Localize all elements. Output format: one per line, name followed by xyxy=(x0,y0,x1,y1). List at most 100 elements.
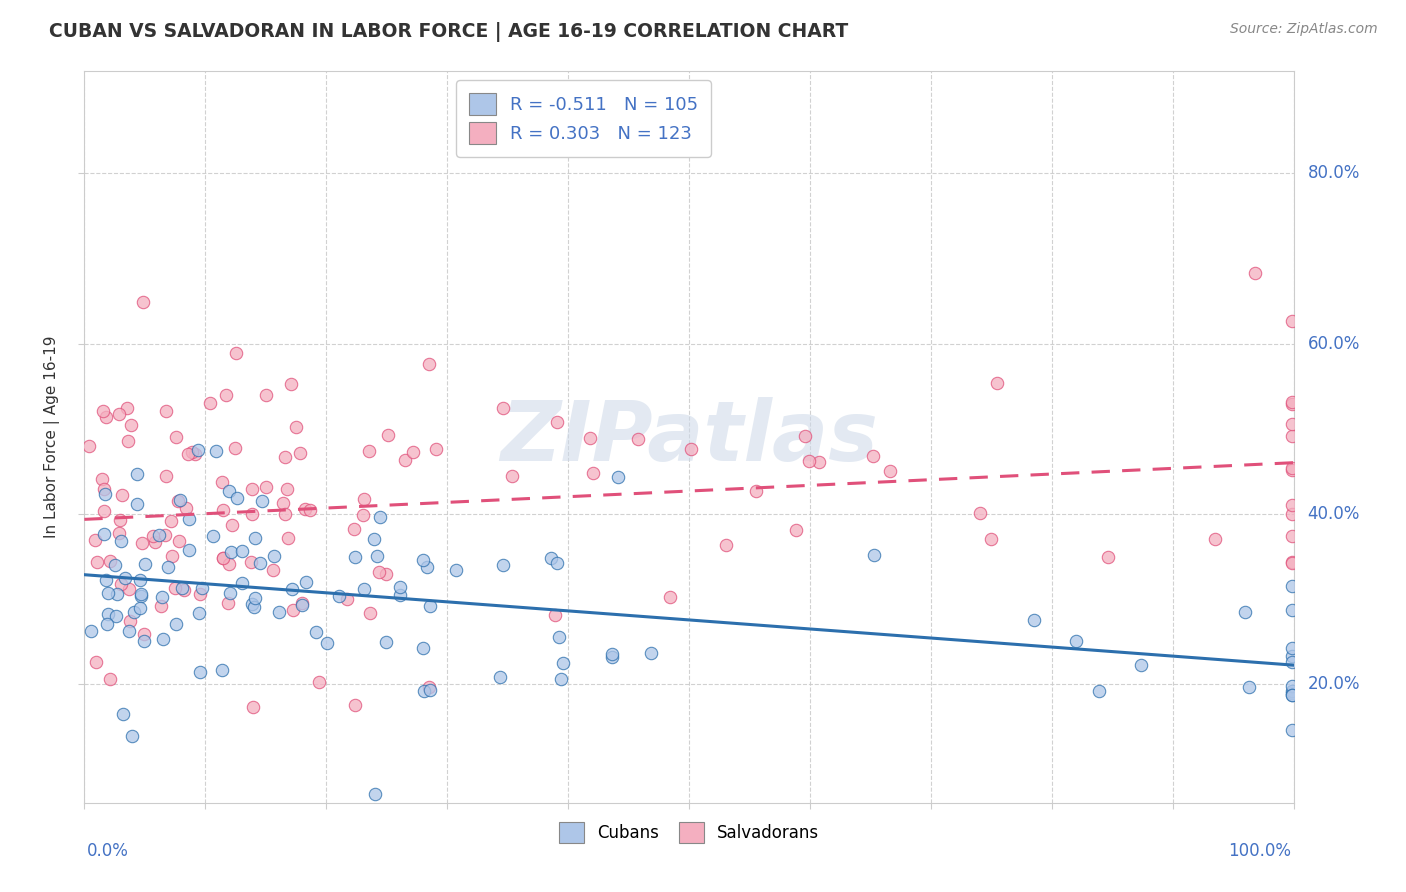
Point xyxy=(344,698,367,713)
Point xyxy=(863,548,886,562)
Point xyxy=(714,538,737,552)
Point xyxy=(316,635,339,649)
Point xyxy=(606,470,628,484)
Point xyxy=(281,582,304,596)
Point xyxy=(419,599,441,613)
Point xyxy=(187,442,209,457)
Point xyxy=(1281,397,1303,411)
Point xyxy=(1281,463,1303,477)
Point xyxy=(267,605,290,619)
Text: 40.0%: 40.0% xyxy=(1308,505,1360,523)
Point xyxy=(1281,507,1303,521)
Text: 100.0%: 100.0% xyxy=(1227,842,1291,860)
Point xyxy=(157,560,180,574)
Point xyxy=(218,557,240,571)
Point xyxy=(118,624,141,639)
Point xyxy=(679,442,702,456)
Point xyxy=(150,590,173,604)
Point xyxy=(143,534,166,549)
Point xyxy=(546,556,568,570)
Point xyxy=(1281,723,1303,737)
Point xyxy=(96,573,118,587)
Point xyxy=(160,549,183,563)
Point xyxy=(363,532,385,546)
Point xyxy=(276,482,298,496)
Point xyxy=(107,526,129,541)
Point xyxy=(243,591,266,605)
Point xyxy=(794,429,817,443)
Point xyxy=(224,441,246,455)
Point xyxy=(416,560,439,574)
Point xyxy=(128,574,150,588)
Point xyxy=(343,522,366,536)
Point xyxy=(121,418,143,433)
Point xyxy=(1024,613,1046,627)
Point xyxy=(94,487,117,501)
Point xyxy=(231,575,253,590)
Point xyxy=(219,544,242,558)
Point xyxy=(166,493,188,508)
Point xyxy=(108,513,131,527)
Point xyxy=(444,563,467,577)
Point xyxy=(90,472,112,486)
Point xyxy=(212,551,235,566)
Point xyxy=(105,587,128,601)
Point xyxy=(274,508,297,522)
Point xyxy=(132,295,155,310)
Point xyxy=(240,598,263,612)
Point xyxy=(1097,549,1119,564)
Point xyxy=(177,543,200,558)
Point xyxy=(243,600,266,615)
Point xyxy=(394,453,416,467)
Point xyxy=(152,632,174,646)
Point xyxy=(104,558,127,572)
Point xyxy=(262,563,284,577)
Point xyxy=(80,624,103,638)
Point xyxy=(808,455,831,469)
Point xyxy=(879,464,901,478)
Point xyxy=(221,517,243,532)
Point xyxy=(129,601,152,615)
Point xyxy=(84,655,107,669)
Point xyxy=(176,447,198,461)
Point xyxy=(298,503,321,517)
Point xyxy=(1244,266,1267,280)
Point xyxy=(155,528,177,542)
Point xyxy=(402,444,425,458)
Point xyxy=(191,581,214,595)
Point xyxy=(254,388,277,402)
Point xyxy=(582,466,605,480)
Point xyxy=(368,566,391,580)
Point xyxy=(413,683,436,698)
Point xyxy=(94,410,117,425)
Point xyxy=(274,450,297,465)
Point xyxy=(336,592,359,607)
Point xyxy=(1233,605,1256,619)
Point xyxy=(198,396,221,410)
Point xyxy=(249,557,271,571)
Point xyxy=(121,729,143,743)
Point xyxy=(218,484,240,499)
Point xyxy=(578,431,600,445)
Point xyxy=(134,558,156,572)
Point xyxy=(1281,683,1303,698)
Point xyxy=(165,429,187,443)
Point xyxy=(149,599,172,614)
Text: 0.0%: 0.0% xyxy=(87,842,129,860)
Point xyxy=(97,586,120,600)
Point xyxy=(129,587,152,601)
Point xyxy=(129,589,152,603)
Point xyxy=(148,528,170,542)
Point xyxy=(240,507,263,521)
Point xyxy=(745,484,768,499)
Point xyxy=(425,442,447,456)
Point xyxy=(344,549,367,564)
Point xyxy=(540,551,562,566)
Point xyxy=(93,482,115,496)
Point xyxy=(546,415,568,429)
Point xyxy=(155,403,177,417)
Point xyxy=(1281,417,1303,431)
Point xyxy=(1281,556,1303,570)
Point xyxy=(308,674,330,689)
Point xyxy=(127,497,149,511)
